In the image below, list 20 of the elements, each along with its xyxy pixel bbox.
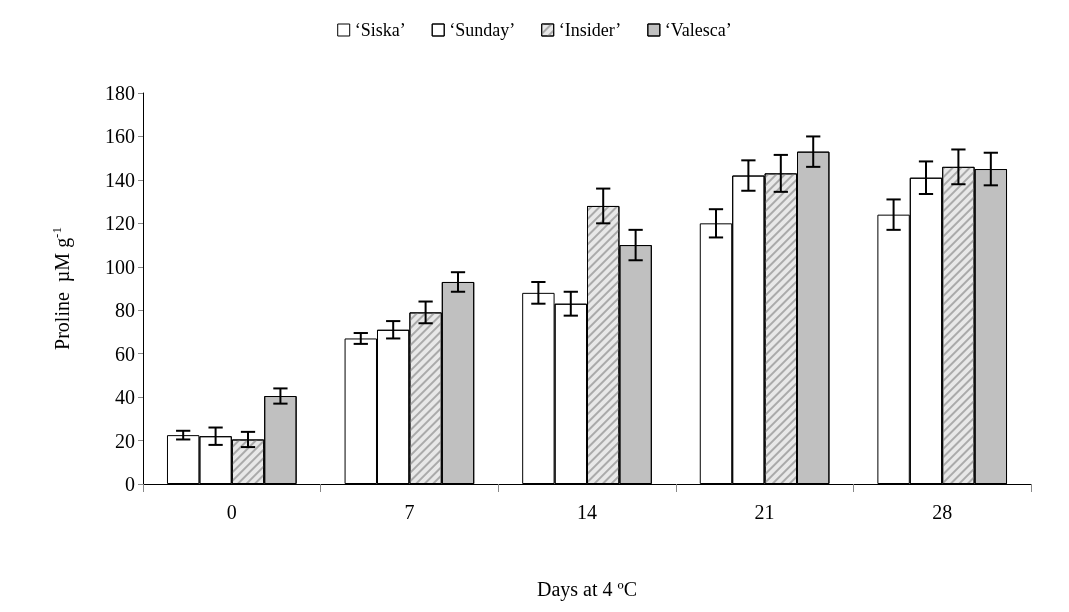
x-tick-label: 28 bbox=[932, 501, 953, 523]
legend-label: ‘Insider’ bbox=[558, 20, 622, 40]
x-tick-label: 7 bbox=[404, 501, 415, 523]
y-tick-label: 140 bbox=[105, 168, 135, 191]
y-tick-label: 80 bbox=[115, 299, 135, 322]
y-tick-label: 20 bbox=[115, 429, 135, 452]
x-tick-label: 21 bbox=[754, 501, 775, 523]
y-tick-label: 60 bbox=[115, 342, 135, 365]
x-tick-label: 0 bbox=[226, 501, 237, 523]
y-tick-label: 100 bbox=[105, 255, 135, 278]
y-tick-label: 0 bbox=[125, 473, 135, 495]
legend-label: ‘Valesca’ bbox=[664, 20, 732, 40]
y-tick-label: 160 bbox=[105, 125, 135, 148]
legend-label: ‘Sunday’ bbox=[449, 20, 516, 40]
y-tick-label: 40 bbox=[115, 386, 135, 409]
legend-label: ‘Siska’ bbox=[354, 20, 406, 40]
y-tick-label: 180 bbox=[105, 82, 135, 104]
x-axis-title: Days at 4 ºC bbox=[536, 578, 638, 601]
x-tick-label: 14 bbox=[577, 501, 597, 523]
y-tick-label: 120 bbox=[105, 212, 135, 235]
